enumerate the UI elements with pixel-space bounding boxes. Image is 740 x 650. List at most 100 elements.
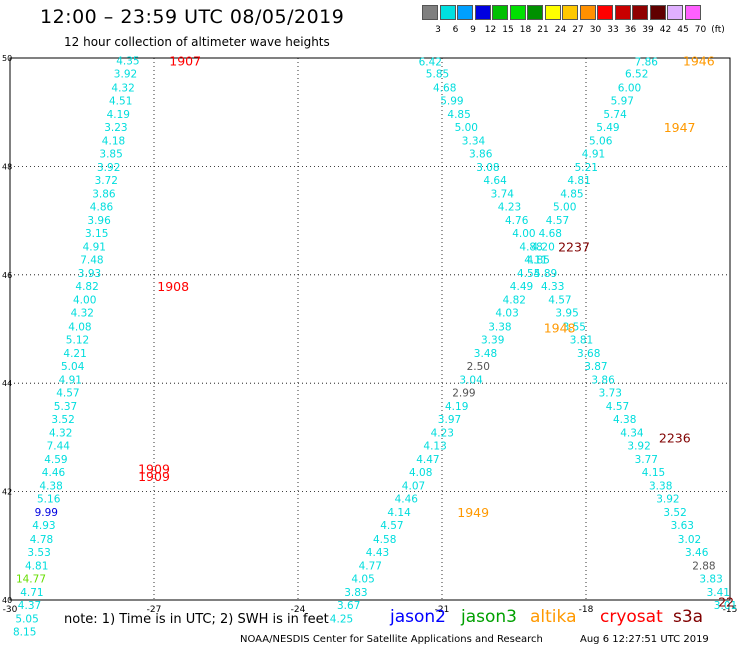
data-point-label: 3.38 — [488, 321, 511, 333]
y-tick-label: 46 — [2, 271, 12, 280]
data-point-label: 6.00 — [618, 82, 641, 94]
data-point-label: 4.25 — [330, 613, 353, 625]
pass-time-label: 1908 — [157, 279, 189, 294]
data-point-label: 3.87 — [584, 361, 607, 373]
pass-time-label: 1947 — [664, 120, 696, 135]
data-point-label: 5.97 — [611, 95, 634, 107]
data-point-label: 4.46 — [42, 467, 66, 479]
data-point-label: 4.07 — [402, 481, 425, 493]
pass-time-label: 1909 — [138, 461, 170, 476]
data-point-label: 4.64 — [483, 175, 507, 187]
data-point-label: 4.57 — [606, 401, 629, 413]
data-point-label: 4.57 — [546, 215, 569, 227]
data-point-label: 3.53 — [27, 547, 50, 559]
data-point-label: 4.47 — [416, 454, 439, 466]
data-point-label: 4.85 — [527, 255, 550, 267]
data-point-label: 4.57 — [380, 520, 403, 532]
data-point-label: 4.38 — [39, 481, 62, 493]
scale-label-3: 3 — [435, 25, 441, 35]
data-point-label: 3.68 — [577, 348, 600, 360]
scale-label-21: 21 — [537, 25, 549, 35]
x-tick-label: -30 — [3, 605, 18, 615]
scale-unit: (ft) — [711, 25, 725, 35]
pass-time-label: 2236 — [659, 430, 691, 445]
data-point-label: 3.04 — [459, 374, 483, 386]
data-point-label: 5.37 — [54, 401, 77, 413]
footnote: note: 1) Time is in UTC; 2) SWH is in fe… — [64, 612, 329, 627]
scale-label-42: 42 — [659, 25, 672, 35]
data-point-label: 4.71 — [20, 587, 43, 599]
data-point-label: 3.15 — [85, 228, 108, 240]
data-point-label: 3.55 — [563, 321, 586, 333]
data-point-label: 3.81 — [570, 334, 593, 346]
data-point-label: 4.59 — [44, 454, 67, 466]
legend-jason2: jason2 — [390, 607, 446, 627]
data-point-label: 3.34 — [462, 135, 486, 147]
pass-time-label: 1949 — [457, 505, 489, 520]
data-point-label: 3.93 — [78, 268, 101, 280]
scale-swatch-42 — [649, 5, 666, 20]
data-point-label: 3.41 — [707, 587, 730, 599]
y-tick-label: 40 — [2, 596, 12, 605]
data-point-label: 5.00 — [553, 202, 576, 214]
data-point-label: 4.91 — [582, 148, 605, 160]
data-point-label: 4.32 — [49, 428, 72, 440]
scale-swatch-24 — [544, 5, 561, 20]
data-point-label: 4.05 — [351, 573, 374, 585]
data-point-label: 2.50 — [467, 361, 490, 373]
data-point-label: 4.88 — [519, 242, 542, 254]
generated-timestamp: Aug 6 12:27:51 UTC 2019 — [580, 634, 709, 645]
data-point-label: 5.06 — [589, 135, 613, 147]
data-point-label: 4.82 — [75, 281, 98, 293]
data-point-label: 3.74 — [491, 189, 515, 201]
data-point-label: 8.15 — [13, 626, 36, 638]
scale-swatch-36 — [614, 5, 631, 20]
data-point-label: 5.04 — [61, 361, 85, 373]
data-point-label: 5.85 — [426, 69, 449, 81]
data-point-label: 7.48 — [80, 255, 103, 267]
data-point-label: 3.01 — [714, 600, 737, 612]
scale-label-6: 6 — [452, 25, 459, 35]
data-point-label: 3.96 — [87, 215, 111, 227]
data-point-label: 3.02 — [678, 534, 701, 546]
data-point-label: 4.00 — [512, 228, 535, 240]
y-tick-label: 50 — [2, 54, 12, 63]
data-point-label: 3.86 — [469, 148, 493, 160]
scale-swatch-21 — [527, 5, 543, 20]
data-point-label: 3.85 — [99, 148, 122, 160]
data-point-label: 5.74 — [603, 109, 627, 121]
data-point-label: 4.33 — [541, 281, 564, 293]
data-point-label: 5.49 — [596, 122, 619, 134]
data-point-label: 4.91 — [83, 242, 106, 254]
data-point-label: 4.21 — [63, 348, 86, 360]
data-point-label: 3.23 — [104, 122, 127, 134]
x-tick-label: -15 — [723, 605, 738, 615]
scale-swatch-12 — [474, 5, 491, 20]
data-point-label: 4.19 — [107, 109, 130, 121]
scale-label-70: 70 — [694, 25, 707, 35]
data-point-label: 2.88 — [692, 560, 715, 572]
data-point-label: 4.23 — [498, 202, 521, 214]
credit-line: NOAA/NESDIS Center for Satellite Applica… — [240, 634, 543, 645]
pass-time-label: 2237 — [558, 240, 590, 255]
data-point-label: 4.86 — [90, 202, 114, 214]
data-point-label: 4.68 — [539, 228, 562, 240]
legend-altika: altika — [530, 607, 577, 627]
data-point-label: 4.89 — [534, 268, 557, 280]
data-point-label: 5.21 — [575, 162, 598, 174]
scale-swatch-27 — [562, 5, 578, 20]
data-point-label: 5.12 — [66, 334, 89, 346]
data-point-label: 4.32 — [71, 308, 94, 320]
pass-time-label: 1946 — [683, 54, 715, 69]
x-tick-label: -18 — [579, 605, 594, 615]
legend-cryosat: cryosat — [600, 607, 663, 627]
y-tick-label: 48 — [2, 162, 12, 171]
scale-label-27: 27 — [572, 25, 584, 35]
data-point-label: 4.76 — [505, 215, 529, 227]
page-subtitle: 12 hour collection of altimeter wave hei… — [64, 35, 330, 49]
scale-label-9: 9 — [470, 25, 476, 35]
data-point-label: 4.77 — [359, 560, 382, 572]
data-point-label: 4.14 — [387, 507, 411, 519]
data-point-label: 4.82 — [503, 295, 526, 307]
